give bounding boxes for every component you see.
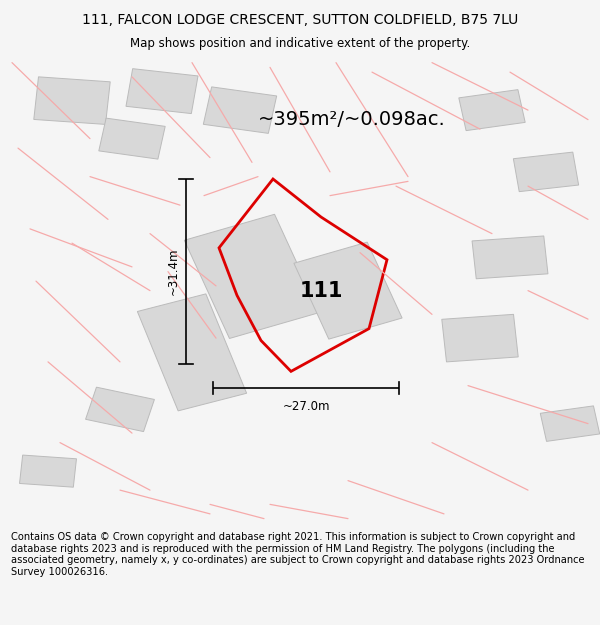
Polygon shape xyxy=(472,236,548,279)
Text: 111, FALCON LODGE CRESCENT, SUTTON COLDFIELD, B75 7LU: 111, FALCON LODGE CRESCENT, SUTTON COLDF… xyxy=(82,13,518,28)
Text: Contains OS data © Crown copyright and database right 2021. This information is : Contains OS data © Crown copyright and d… xyxy=(11,532,584,577)
Polygon shape xyxy=(34,77,110,124)
Polygon shape xyxy=(126,69,198,114)
Polygon shape xyxy=(540,406,600,441)
Polygon shape xyxy=(294,242,402,339)
Polygon shape xyxy=(203,87,277,133)
Text: Map shows position and indicative extent of the property.: Map shows position and indicative extent… xyxy=(130,38,470,50)
Text: ~27.0m: ~27.0m xyxy=(282,400,330,413)
Text: 111: 111 xyxy=(299,281,343,301)
Polygon shape xyxy=(137,294,247,411)
Polygon shape xyxy=(459,89,525,131)
Polygon shape xyxy=(86,387,154,432)
Polygon shape xyxy=(184,214,320,339)
Polygon shape xyxy=(514,152,578,192)
Polygon shape xyxy=(20,455,76,487)
Text: ~395m²/~0.098ac.: ~395m²/~0.098ac. xyxy=(258,110,446,129)
Text: ~31.4m: ~31.4m xyxy=(166,248,179,296)
Polygon shape xyxy=(99,118,165,159)
Polygon shape xyxy=(442,314,518,362)
